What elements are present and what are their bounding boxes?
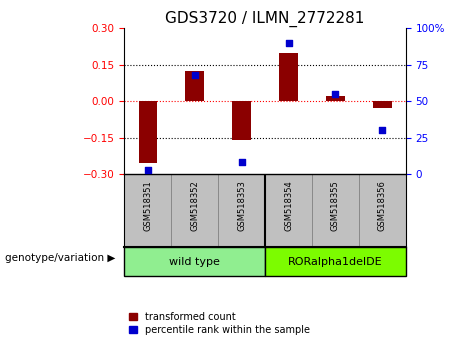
Text: RORalpha1delDE: RORalpha1delDE [288,257,383,267]
Bar [326,96,345,101]
Point [191,72,198,78]
Text: GSM518354: GSM518354 [284,180,293,231]
Point [144,167,152,172]
Bar [232,101,251,140]
Title: GDS3720 / ILMN_2772281: GDS3720 / ILMN_2772281 [165,11,365,27]
Text: GSM518356: GSM518356 [378,180,387,231]
Point [285,40,292,46]
Bar [279,53,298,101]
FancyBboxPatch shape [265,247,406,276]
Text: GSM518351: GSM518351 [143,180,153,231]
Text: GSM518355: GSM518355 [331,180,340,231]
Bar [138,101,157,163]
FancyBboxPatch shape [124,247,265,276]
Bar [185,71,204,101]
Point [378,127,386,133]
Bar [373,101,392,108]
Text: GSM518352: GSM518352 [190,180,199,231]
Text: wild type: wild type [169,257,220,267]
Text: genotype/variation ▶: genotype/variation ▶ [5,253,115,263]
Legend: transformed count, percentile rank within the sample: transformed count, percentile rank withi… [130,312,310,335]
Point [332,91,339,97]
Text: GSM518353: GSM518353 [237,180,246,231]
Point [238,160,245,165]
